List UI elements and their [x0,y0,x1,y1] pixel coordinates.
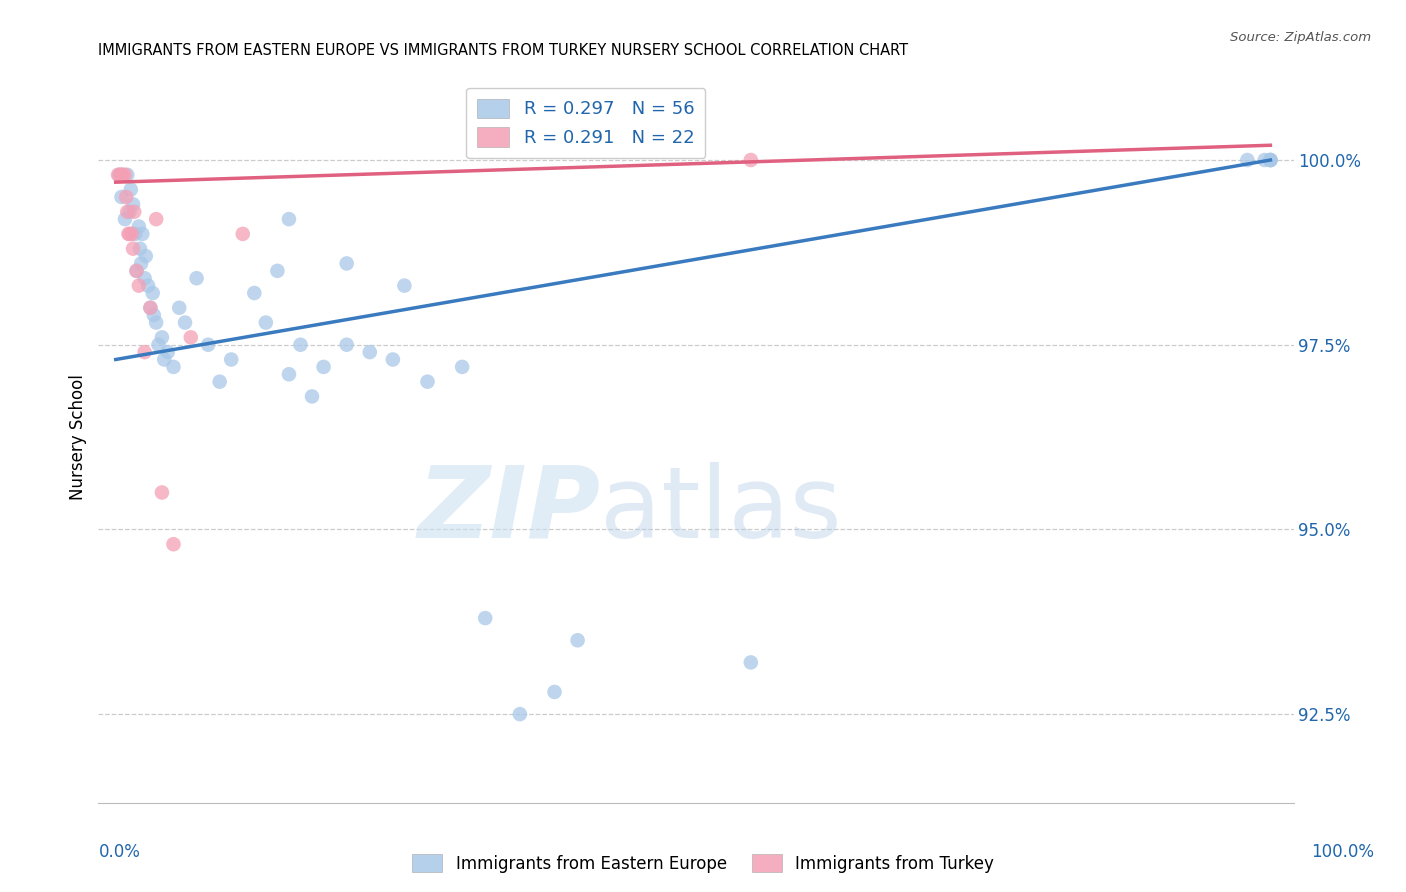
Point [278,368,301,382]
Point [110,168,132,182]
Point [336,337,359,351]
Point [381,352,404,367]
Point [1260,153,1282,167]
Point [232,227,254,241]
Point [186,271,208,285]
Point [156,345,179,359]
Point [336,256,359,270]
Point [145,316,167,330]
Point [509,707,531,722]
Point [254,316,277,330]
Point [278,212,301,227]
Point [150,330,173,344]
Point [266,264,288,278]
Point [122,204,145,219]
Text: atlas: atlas [600,462,842,558]
Point [122,197,145,211]
Point [139,301,162,315]
Point [131,227,153,241]
Point [740,153,762,167]
Point [142,308,165,322]
Point [243,285,266,300]
Point [125,264,148,278]
Point [301,389,323,403]
Point [139,301,162,315]
Point [107,168,129,182]
Point [134,345,156,359]
Point [114,168,136,182]
Point [153,352,176,367]
Y-axis label: Nursery School: Nursery School [69,374,87,500]
Point [312,359,335,374]
Point [1253,153,1275,167]
Point [118,227,141,241]
Point [129,256,152,270]
Point [740,656,762,670]
Point [148,337,170,351]
Point [136,278,159,293]
Point [167,301,190,315]
Point [394,278,416,293]
Point [1260,153,1282,167]
Text: IMMIGRANTS FROM EASTERN EUROPE VS IMMIGRANTS FROM TURKEY NURSERY SCHOOL CORRELAT: IMMIGRANTS FROM EASTERN EUROPE VS IMMIGR… [98,43,908,58]
Point [108,168,131,182]
Point [451,359,474,374]
Point [128,278,150,293]
Point [416,375,439,389]
Point [118,204,141,219]
Point [162,537,184,551]
Point [1236,153,1258,167]
Point [543,685,565,699]
Point [474,611,496,625]
Point [110,168,132,182]
Point [174,316,197,330]
Point [129,242,152,256]
Point [142,285,165,300]
Legend: Immigrants from Eastern Europe, Immigrants from Turkey: Immigrants from Eastern Europe, Immigran… [405,847,1001,880]
Point [135,249,157,263]
Point [145,212,167,227]
Point [134,271,156,285]
Point [162,359,184,374]
Point [117,168,139,182]
Point [117,204,139,219]
Point [359,345,381,359]
Point [197,337,219,351]
Point [122,242,145,256]
Text: ZIP: ZIP [418,462,600,558]
Text: 100.0%: 100.0% [1312,843,1374,861]
Point [117,227,139,241]
Point [121,227,143,241]
Point [180,330,202,344]
Point [110,190,132,204]
Point [208,375,231,389]
Point [128,219,150,234]
Point [1260,153,1282,167]
Point [150,485,173,500]
Point [111,168,134,182]
Point [290,337,312,351]
Text: 0.0%: 0.0% [98,843,141,861]
Legend: R = 0.297   N = 56, R = 0.291   N = 22: R = 0.297 N = 56, R = 0.291 N = 22 [465,87,706,158]
Point [124,227,146,241]
Text: Source: ZipAtlas.com: Source: ZipAtlas.com [1230,31,1371,45]
Point [120,183,142,197]
Point [125,264,148,278]
Point [567,633,589,648]
Point [219,352,242,367]
Point [114,212,136,227]
Point [115,190,138,204]
